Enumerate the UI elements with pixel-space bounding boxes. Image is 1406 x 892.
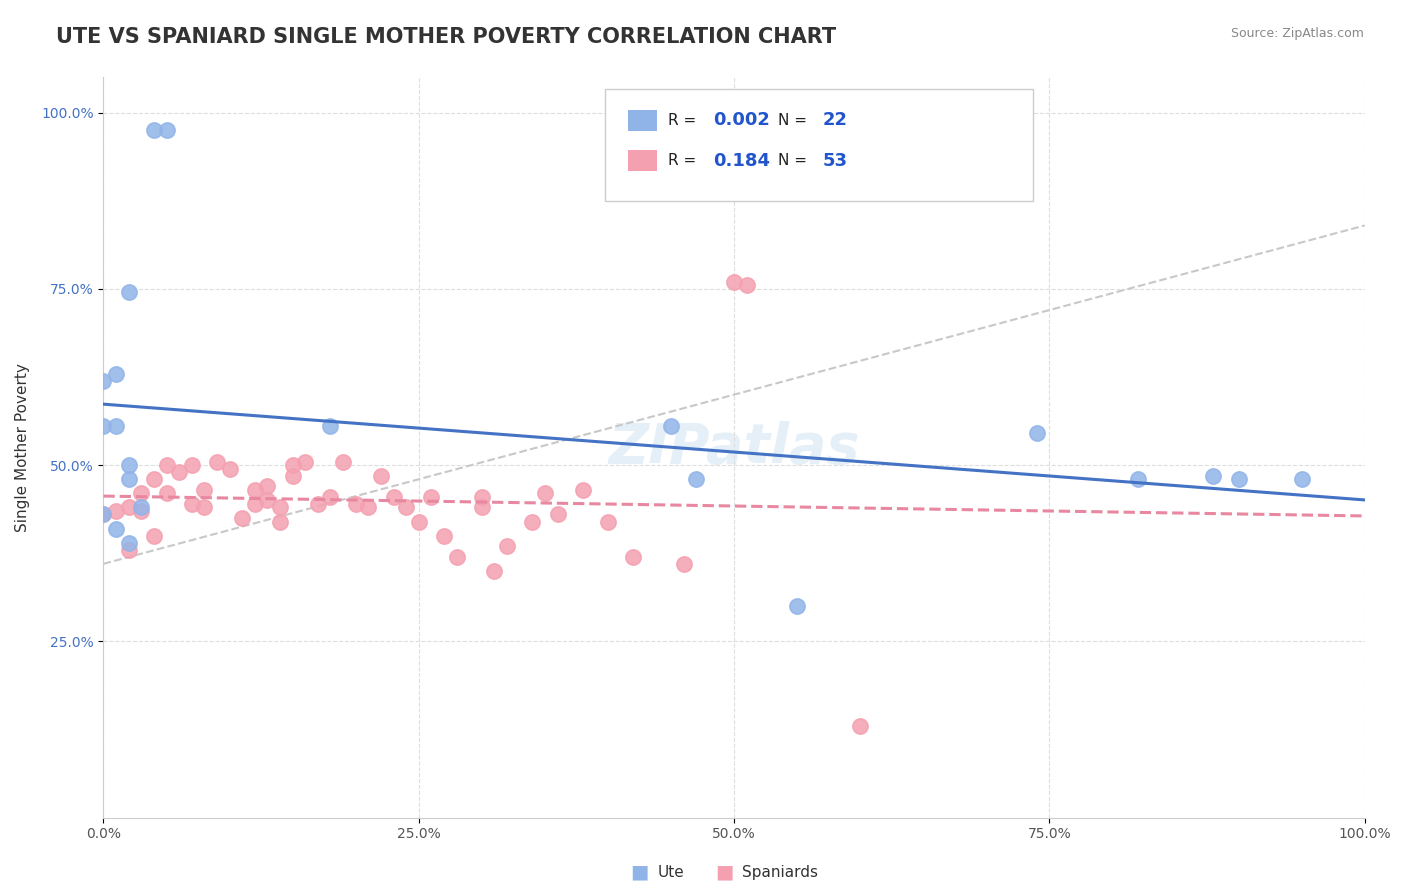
Point: [1126, 472, 1149, 486]
Text: R =: R =: [668, 113, 696, 128]
Point: [129, 486, 152, 500]
Point: [105, 522, 128, 536]
Point: [142, 472, 165, 486]
Point: [155, 123, 177, 137]
Point: [420, 490, 443, 504]
Point: [129, 504, 152, 518]
Text: N =: N =: [778, 153, 807, 168]
Point: [471, 490, 494, 504]
Point: [142, 123, 165, 137]
Text: N =: N =: [778, 113, 807, 128]
Point: [370, 468, 392, 483]
Point: [269, 515, 291, 529]
Point: [105, 367, 128, 381]
Point: [105, 504, 128, 518]
Point: [571, 483, 593, 497]
Point: [118, 458, 141, 472]
Point: [281, 458, 304, 472]
Text: 0.002: 0.002: [713, 112, 769, 129]
Point: [786, 599, 808, 614]
Point: [129, 500, 152, 515]
Point: [231, 511, 253, 525]
Point: [319, 490, 342, 504]
Point: [105, 419, 128, 434]
Point: [294, 455, 316, 469]
Point: [1202, 468, 1225, 483]
Point: [685, 472, 707, 486]
Point: [205, 455, 228, 469]
Point: [218, 461, 240, 475]
Point: [723, 275, 745, 289]
Point: [382, 490, 405, 504]
Text: ■: ■: [630, 863, 650, 882]
Point: [281, 468, 304, 483]
Text: ZIPatlas: ZIPatlas: [609, 420, 860, 475]
Text: Ute: Ute: [658, 865, 685, 880]
Y-axis label: Single Mother Poverty: Single Mother Poverty: [15, 363, 30, 532]
Point: [142, 528, 165, 542]
Text: 0.184: 0.184: [713, 152, 770, 169]
Point: [118, 472, 141, 486]
Point: [93, 419, 115, 434]
Text: R =: R =: [668, 153, 696, 168]
Point: [93, 374, 115, 388]
Point: [167, 465, 190, 479]
Point: [433, 528, 456, 542]
Point: [1025, 426, 1047, 441]
Point: [155, 486, 177, 500]
Point: [534, 486, 557, 500]
Point: [332, 455, 354, 469]
Point: [193, 483, 215, 497]
Point: [1291, 472, 1313, 486]
Point: [256, 493, 278, 508]
Point: [446, 549, 468, 564]
Point: [547, 508, 569, 522]
Point: [484, 564, 506, 578]
Point: [319, 419, 342, 434]
Point: [256, 479, 278, 493]
Point: [193, 500, 215, 515]
Text: Source: ZipAtlas.com: Source: ZipAtlas.com: [1230, 27, 1364, 40]
Point: [735, 278, 758, 293]
Point: [849, 719, 872, 733]
Point: [155, 458, 177, 472]
Point: [180, 497, 202, 511]
Point: [118, 535, 141, 549]
Text: Spaniards: Spaniards: [742, 865, 818, 880]
Point: [344, 497, 367, 511]
Point: [621, 549, 644, 564]
Point: [118, 500, 141, 515]
Point: [1227, 472, 1250, 486]
Text: 22: 22: [823, 112, 848, 129]
Point: [522, 515, 544, 529]
Point: [93, 508, 115, 522]
Point: [496, 539, 519, 553]
Point: [659, 419, 682, 434]
Point: [596, 515, 619, 529]
Point: [408, 515, 430, 529]
Point: [243, 483, 266, 497]
Text: UTE VS SPANIARD SINGLE MOTHER POVERTY CORRELATION CHART: UTE VS SPANIARD SINGLE MOTHER POVERTY CO…: [56, 27, 837, 46]
Point: [672, 557, 695, 571]
Point: [307, 497, 329, 511]
Point: [269, 500, 291, 515]
Text: ■: ■: [714, 863, 734, 882]
Point: [93, 508, 115, 522]
Text: 53: 53: [823, 152, 848, 169]
Point: [471, 500, 494, 515]
Point: [118, 285, 141, 300]
Point: [118, 542, 141, 557]
Point: [180, 458, 202, 472]
Point: [357, 500, 380, 515]
Point: [395, 500, 418, 515]
Point: [243, 497, 266, 511]
